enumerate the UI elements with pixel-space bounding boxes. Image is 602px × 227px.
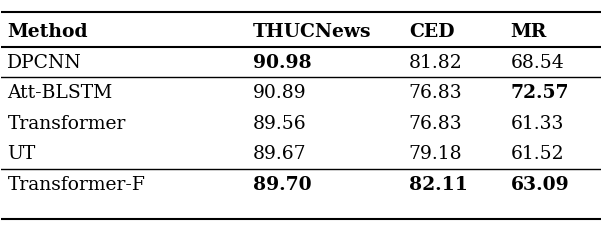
Text: 89.56: 89.56 (253, 114, 306, 132)
Text: Att-BLSTM: Att-BLSTM (7, 84, 113, 102)
Text: 89.70: 89.70 (253, 175, 312, 193)
Text: 89.67: 89.67 (253, 145, 306, 163)
Text: CED: CED (409, 23, 455, 41)
Text: 81.82: 81.82 (409, 54, 462, 72)
Text: 82.11: 82.11 (409, 175, 468, 193)
Text: 68.54: 68.54 (510, 54, 565, 72)
Text: Transformer: Transformer (7, 114, 126, 132)
Text: MR: MR (510, 23, 547, 41)
Text: 61.33: 61.33 (510, 114, 564, 132)
Text: THUCNews: THUCNews (253, 23, 371, 41)
Text: 63.09: 63.09 (510, 175, 569, 193)
Text: DPCNN: DPCNN (7, 54, 82, 72)
Text: 90.89: 90.89 (253, 84, 306, 102)
Text: UT: UT (7, 145, 36, 163)
Text: Method: Method (7, 23, 88, 41)
Text: 90.98: 90.98 (253, 54, 312, 72)
Text: 79.18: 79.18 (409, 145, 462, 163)
Text: 76.83: 76.83 (409, 114, 462, 132)
Text: 72.57: 72.57 (510, 84, 569, 102)
Text: 76.83: 76.83 (409, 84, 462, 102)
Text: Transformer-F: Transformer-F (7, 175, 145, 193)
Text: 61.52: 61.52 (510, 145, 564, 163)
